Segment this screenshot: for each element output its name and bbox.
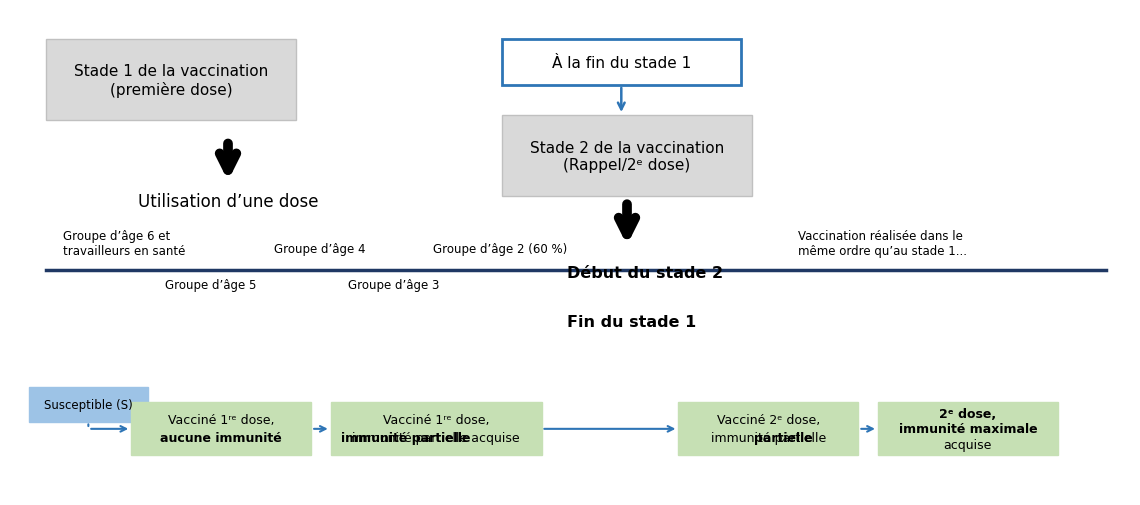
Text: Début du stade 2: Début du stade 2 [567, 265, 723, 280]
FancyBboxPatch shape [502, 40, 741, 86]
FancyBboxPatch shape [502, 116, 752, 197]
FancyBboxPatch shape [878, 402, 1058, 456]
Text: Groupe d’âge 4: Groupe d’âge 4 [274, 242, 365, 255]
Text: À la fin du stade 1: À la fin du stade 1 [552, 56, 691, 71]
Text: Groupe d’âge 2 (60 %): Groupe d’âge 2 (60 %) [433, 242, 568, 255]
FancyBboxPatch shape [28, 387, 148, 422]
Text: Groupe d’âge 5: Groupe d’âge 5 [165, 279, 256, 292]
Text: Vacciné 2ᵉ dose,: Vacciné 2ᵉ dose, [717, 414, 820, 426]
Text: immunité partielle acquise: immunité partielle acquise [352, 432, 520, 444]
Text: acquise: acquise [944, 438, 992, 450]
Text: Stade 2 de la vaccination
(Rappel/2ᵉ dose): Stade 2 de la vaccination (Rappel/2ᵉ dos… [530, 140, 724, 173]
Text: Vacciné 1ʳᵉ dose,: Vacciné 1ʳᵉ dose, [168, 414, 275, 426]
Text: immunité partielle: immunité partielle [341, 432, 470, 444]
Text: Fin du stade 1: Fin du stade 1 [567, 314, 695, 329]
FancyBboxPatch shape [46, 40, 296, 121]
Text: immunité partielle: immunité partielle [710, 432, 826, 444]
Text: Groupe d’âge 6 et
travailleurs en santé: Groupe d’âge 6 et travailleurs en santé [63, 230, 185, 258]
FancyBboxPatch shape [331, 402, 542, 456]
Text: 2ᵉ dose,: 2ᵉ dose, [939, 408, 996, 420]
Text: aucune immunité: aucune immunité [161, 432, 282, 444]
FancyBboxPatch shape [131, 402, 311, 456]
Text: Utilisation d’une dose: Utilisation d’une dose [138, 193, 318, 211]
Text: Vaccination réalisée dans le
même ordre qu’au stade 1...: Vaccination réalisée dans le même ordre … [798, 230, 967, 258]
Text: Groupe d’âge 3: Groupe d’âge 3 [348, 279, 439, 292]
Text: Vacciné 1ʳᵉ dose,: Vacciné 1ʳᵉ dose, [383, 414, 489, 426]
Text: Susceptible (S): Susceptible (S) [44, 398, 132, 411]
FancyBboxPatch shape [678, 402, 858, 456]
Text: partielle: partielle [754, 432, 813, 444]
Text: Stade 1 de la vaccination
(première dose): Stade 1 de la vaccination (première dose… [74, 64, 268, 97]
Text: immunité maximale: immunité maximale [898, 423, 1037, 435]
